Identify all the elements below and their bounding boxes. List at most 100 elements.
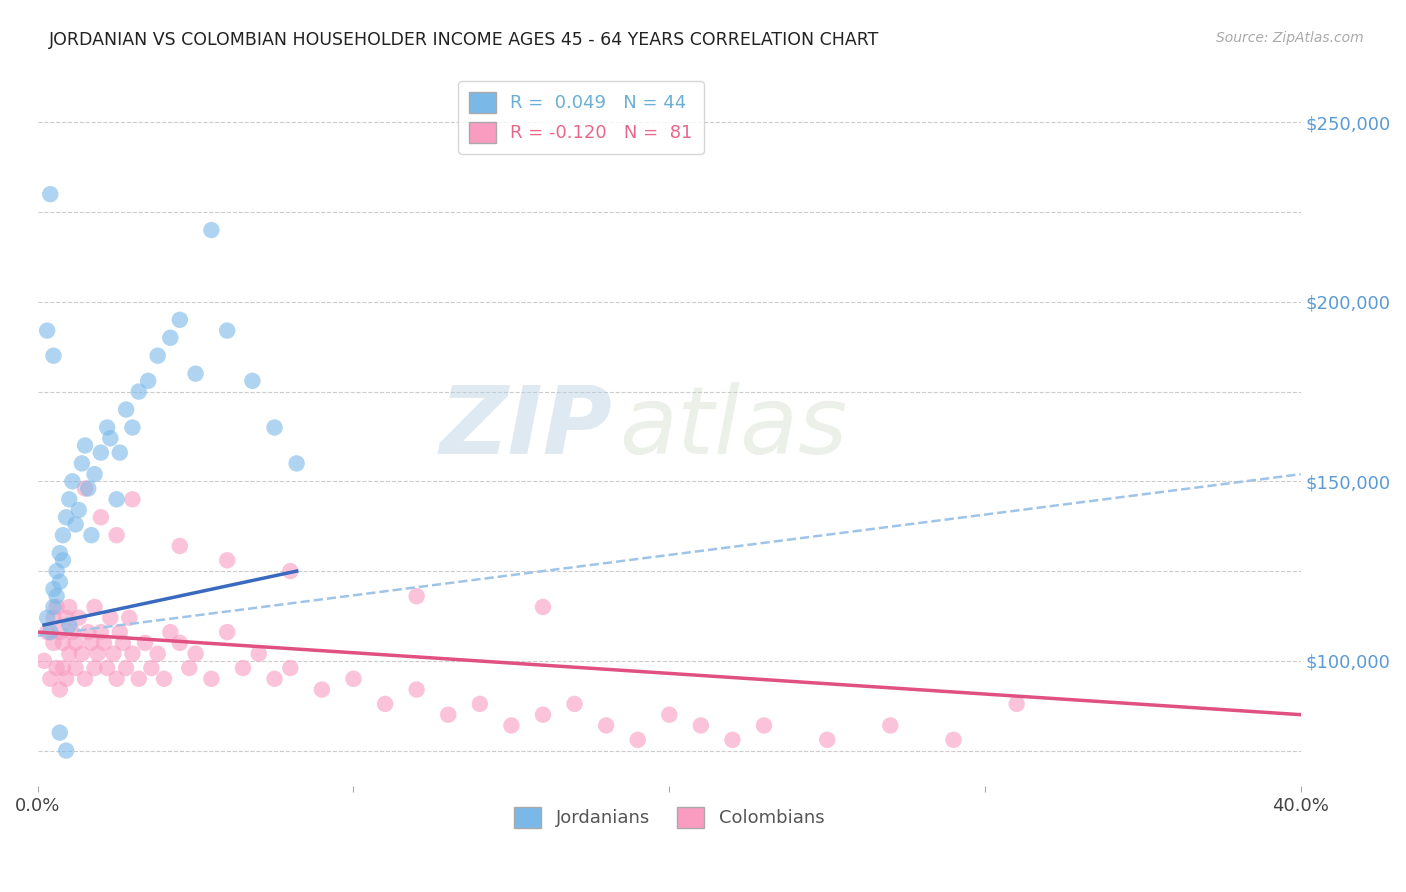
Point <box>80 528 103 542</box>
Point <box>1005 697 1028 711</box>
Point <box>49 546 72 560</box>
Point <box>49 574 72 589</box>
Point <box>52 528 75 542</box>
Text: atlas: atlas <box>619 382 846 473</box>
Point <box>80 636 103 650</box>
Point <box>437 707 460 722</box>
Point <box>146 647 169 661</box>
Point <box>90 625 112 640</box>
Point <box>153 672 176 686</box>
Point <box>217 625 239 640</box>
Point <box>49 625 72 640</box>
Point <box>141 661 163 675</box>
Point <box>98 431 121 445</box>
Point <box>105 492 128 507</box>
Point <box>83 467 105 482</box>
Point <box>42 599 65 614</box>
Point <box>179 661 201 675</box>
Point <box>115 402 138 417</box>
Point <box>263 420 285 434</box>
Point <box>65 661 87 675</box>
Point <box>115 661 138 675</box>
Point <box>45 661 67 675</box>
Point <box>39 187 62 202</box>
Point <box>37 611 59 625</box>
Point <box>146 349 169 363</box>
Point <box>184 367 207 381</box>
Text: Source: ZipAtlas.com: Source: ZipAtlas.com <box>1216 31 1364 45</box>
Point <box>815 732 838 747</box>
Point <box>70 457 93 471</box>
Point <box>247 647 270 661</box>
Point <box>200 672 222 686</box>
Point <box>169 313 191 327</box>
Point <box>136 374 159 388</box>
Point <box>42 611 65 625</box>
Point <box>121 492 143 507</box>
Point <box>108 625 131 640</box>
Point <box>169 539 191 553</box>
Point <box>96 661 118 675</box>
Point <box>278 564 301 578</box>
Point <box>45 564 67 578</box>
Point <box>83 599 105 614</box>
Point <box>121 420 143 434</box>
Point <box>752 718 775 732</box>
Point <box>73 482 96 496</box>
Point <box>83 661 105 675</box>
Point <box>39 625 62 640</box>
Point <box>217 324 239 338</box>
Point <box>128 672 150 686</box>
Point <box>689 718 711 732</box>
Point <box>405 589 427 603</box>
Point <box>73 438 96 452</box>
Point <box>67 611 90 625</box>
Point <box>184 647 207 661</box>
Point <box>342 672 364 686</box>
Point <box>721 732 744 747</box>
Point <box>169 636 191 650</box>
Point <box>42 582 65 596</box>
Point <box>52 661 75 675</box>
Point <box>278 661 301 675</box>
Point <box>39 672 62 686</box>
Point <box>468 697 491 711</box>
Point <box>49 682 72 697</box>
Point <box>159 625 181 640</box>
Point <box>263 672 285 686</box>
Point <box>32 654 55 668</box>
Point <box>58 599 80 614</box>
Point <box>55 510 77 524</box>
Point <box>374 697 396 711</box>
Point <box>55 611 77 625</box>
Point <box>58 618 80 632</box>
Point <box>232 661 254 675</box>
Point <box>55 743 77 757</box>
Point <box>111 636 134 650</box>
Point <box>128 384 150 399</box>
Point <box>96 420 118 434</box>
Point <box>159 331 181 345</box>
Point <box>49 725 72 739</box>
Point <box>103 647 125 661</box>
Point <box>627 732 650 747</box>
Point <box>90 510 112 524</box>
Text: JORDANIAN VS COLOMBIAN HOUSEHOLDER INCOME AGES 45 - 64 YEARS CORRELATION CHART: JORDANIAN VS COLOMBIAN HOUSEHOLDER INCOM… <box>49 31 880 49</box>
Point <box>242 374 264 388</box>
Point <box>564 697 586 711</box>
Point <box>77 482 100 496</box>
Point <box>70 647 93 661</box>
Point <box>42 349 65 363</box>
Point <box>55 672 77 686</box>
Point <box>501 718 523 732</box>
Point <box>37 625 59 640</box>
Point <box>62 475 84 489</box>
Point <box>65 636 87 650</box>
Point <box>405 682 427 697</box>
Point <box>62 625 84 640</box>
Point <box>595 718 617 732</box>
Text: ZIP: ZIP <box>440 382 613 474</box>
Point <box>121 647 143 661</box>
Point <box>311 682 333 697</box>
Point <box>90 445 112 459</box>
